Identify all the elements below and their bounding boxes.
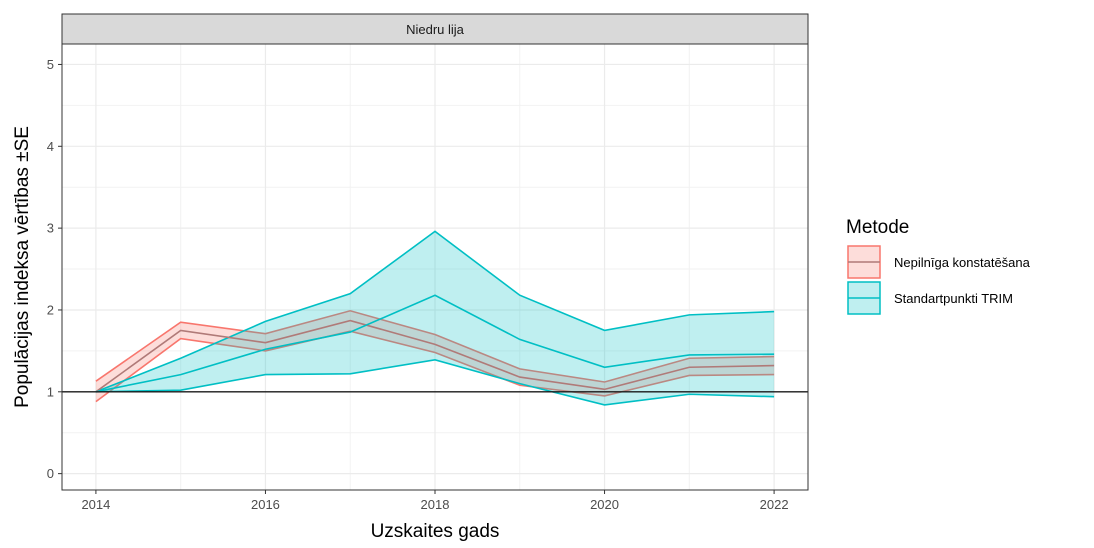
legend-label-2: Standartpunkti TRIM [894,291,1013,306]
series-2-lower-line [95,359,775,406]
y-tick-label: 4 [47,139,54,154]
series-2-line [95,294,775,393]
y-axis: 0 1 2 3 4 5 [47,57,62,481]
x-tick-label: 2020 [590,497,619,512]
series-1-line [95,319,775,393]
x-tick-label: 2016 [251,497,280,512]
y-axis-title: Populācijas indeksa vērtības ±SE [12,126,33,408]
y-tick-label: 5 [47,57,54,72]
series-1-upper-line [95,309,775,383]
facet-title: Niedru lija [406,22,465,37]
series-2-ribbon [95,231,775,405]
x-axis-title: Uzskaites gads [371,521,500,542]
y-tick-label: 3 [47,221,54,236]
series-2-upper-line [95,230,775,393]
x-axis: 2014 2016 2018 2020 2022 [81,490,789,512]
facet-strip [61,13,809,45]
legend: Metode Nepilnīga konstatēšana Standartpun… [846,217,1031,315]
series-layer [95,230,775,406]
x-tick-label: 2022 [760,497,789,512]
y-tick-label: 0 [47,466,54,481]
legend-label-1: Nepilnīga konstatēšana [894,255,1031,270]
y-tick-label: 1 [47,384,54,399]
y-tick-label: 2 [47,302,54,317]
x-tick-label: 2018 [421,497,450,512]
x-tick-label: 2014 [81,497,110,512]
series-1-lower-line [95,330,775,403]
legend-title: Metode [846,217,909,238]
